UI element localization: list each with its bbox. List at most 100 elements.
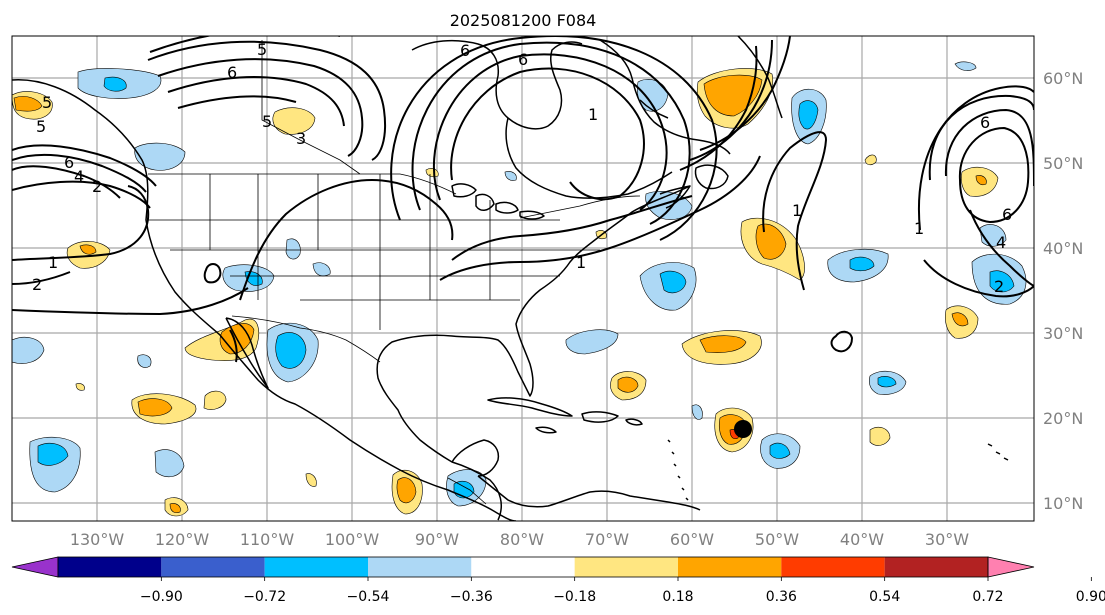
contour-label: 6 xyxy=(227,63,237,82)
contour-label: 1 xyxy=(576,253,586,272)
contour-line xyxy=(390,36,718,241)
anomaly-blob xyxy=(975,175,987,186)
colorbar-segment xyxy=(884,557,988,577)
contour-line xyxy=(439,155,761,281)
contour-line xyxy=(923,259,1034,298)
coastline xyxy=(475,193,495,211)
latitude-tick-label: 10°N xyxy=(1043,494,1083,513)
latitude-tick-labels: 60°N 50°N 40°N 30°N 20°N 10°N xyxy=(1043,69,1083,513)
border-line xyxy=(148,173,457,195)
longitude-tick-label: 110°W xyxy=(240,530,295,549)
colorbar-segment xyxy=(471,557,575,577)
anomaly-blob xyxy=(134,142,186,171)
anomaly-blob xyxy=(12,337,45,364)
anomaly-blob xyxy=(103,76,127,92)
contour-label: 4 xyxy=(74,167,84,186)
colorbar-label: −0.36 xyxy=(450,589,493,605)
contour-line xyxy=(762,131,827,291)
contour-label: 5 xyxy=(262,112,272,131)
anomaly-blob xyxy=(396,477,417,504)
anomaly-blob xyxy=(869,426,891,446)
border-line xyxy=(447,477,487,505)
contour-line xyxy=(167,76,345,127)
anomaly-blob xyxy=(954,61,977,71)
longitude-tick-label: 40°W xyxy=(840,530,884,549)
latitude-tick-label: 20°N xyxy=(1043,409,1083,428)
contour-line xyxy=(679,45,758,171)
latitude-tick-label: 30°N xyxy=(1043,324,1083,343)
anomaly-blob xyxy=(565,329,619,355)
colorbar-label: 0.54 xyxy=(869,589,900,605)
contour-label: 3 xyxy=(296,129,306,148)
anomaly-blob xyxy=(272,107,316,135)
anomaly-blob xyxy=(75,383,85,391)
colorbar-segment xyxy=(368,557,472,577)
longitude-tick-label: 70°W xyxy=(585,530,629,549)
contour-line xyxy=(830,330,853,353)
contour-line xyxy=(432,53,668,211)
contour-line xyxy=(12,185,150,261)
coastline xyxy=(581,411,619,423)
contour-lines xyxy=(12,36,1034,363)
contour-label: 2 xyxy=(994,277,1004,296)
anomaly-blob xyxy=(691,404,703,420)
contour-label: 6 xyxy=(64,153,74,172)
contour-label: 6 xyxy=(1002,205,1012,224)
anomaly-blob xyxy=(285,238,301,260)
coastline xyxy=(987,443,1009,461)
colorbar-segment xyxy=(781,557,885,577)
coastline xyxy=(487,397,573,417)
colorbar-label: −0.18 xyxy=(553,589,596,605)
border-line xyxy=(209,174,491,330)
colorbar-label: −0.72 xyxy=(243,589,286,605)
longitude-tick-label: 60°W xyxy=(670,530,714,549)
contour-line xyxy=(689,39,773,161)
colorbar-label: −0.90 xyxy=(140,589,183,605)
longitude-tick-label: 90°W xyxy=(415,530,459,549)
anomaly-blob xyxy=(13,96,43,112)
contour-line xyxy=(229,329,238,363)
contour-label: 1 xyxy=(588,105,598,124)
contour-line xyxy=(177,95,297,109)
anomaly-blob xyxy=(425,168,439,178)
anomaly-blob xyxy=(849,256,875,272)
map-background xyxy=(12,36,1034,521)
anomaly-blob xyxy=(203,390,227,410)
longitude-tick-label: 50°W xyxy=(755,530,799,549)
anomaly-blob xyxy=(989,270,1015,293)
colorbar-segment xyxy=(574,557,678,577)
colorbar-label: 0.90 xyxy=(1076,589,1105,605)
contour-label: 1 xyxy=(48,253,58,272)
contour-line xyxy=(239,179,454,301)
contour-line xyxy=(450,67,645,201)
contour-label: 1 xyxy=(792,201,802,220)
colorbar-segment xyxy=(161,557,265,577)
anomaly-blob xyxy=(137,398,173,417)
anomaly-blob xyxy=(769,442,791,459)
anomaly-blob xyxy=(755,223,787,260)
anomaly-blob xyxy=(951,312,969,327)
coastline xyxy=(667,439,689,501)
anomaly-blob xyxy=(312,262,331,277)
coastline xyxy=(12,79,517,521)
anomaly-blob xyxy=(275,332,307,369)
border-line xyxy=(519,195,641,219)
anomaly-blob xyxy=(617,376,639,393)
border-line xyxy=(261,40,361,175)
anomaly-blob xyxy=(659,270,687,294)
contour-line xyxy=(147,40,386,161)
contour-line xyxy=(157,58,364,157)
longitude-tick-label: 80°W xyxy=(500,530,544,549)
longitude-tick-label: 120°W xyxy=(155,530,210,549)
contour-line xyxy=(12,165,121,199)
coastline xyxy=(451,183,477,198)
contour-label: 5 xyxy=(257,40,267,59)
contour-line xyxy=(12,144,157,187)
coastline xyxy=(625,418,643,426)
colorbar-segment xyxy=(58,557,162,577)
colorbar-extend-left xyxy=(11,556,59,578)
contour-line xyxy=(203,263,222,284)
contour-label: 4 xyxy=(996,233,1006,252)
figure-title: 2025081200 F084 xyxy=(450,11,597,30)
